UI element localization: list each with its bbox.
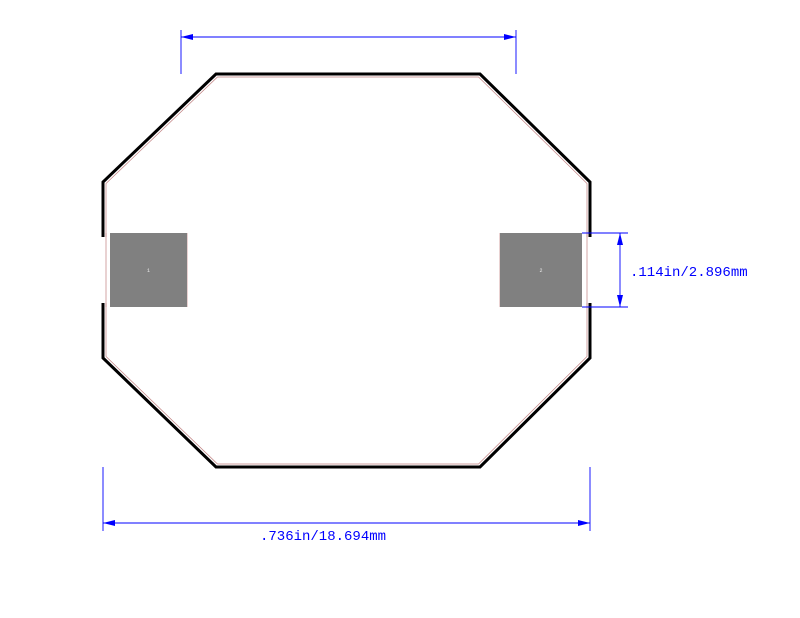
octagon-lower-outline bbox=[103, 303, 590, 467]
dim-arrow bbox=[617, 233, 623, 245]
octagon-lower-inner bbox=[106, 303, 587, 464]
dim-arrow bbox=[578, 520, 590, 526]
pad-left-label: 1 bbox=[147, 268, 150, 274]
dim-arrow bbox=[617, 295, 623, 307]
pad-right-label: 2 bbox=[539, 268, 542, 274]
octagon-upper-inner bbox=[106, 77, 587, 237]
dim-arrow bbox=[181, 34, 193, 40]
dim-arrow bbox=[103, 520, 115, 526]
technical-drawing: 1 2 .736in/18.694mm .114in/2.896mm bbox=[0, 0, 800, 618]
dim-bottom-label: .736in/18.694mm bbox=[260, 529, 386, 545]
dim-arrow bbox=[504, 34, 516, 40]
octagon-upper-outline bbox=[103, 74, 590, 237]
dim-padh-label: .114in/2.896mm bbox=[630, 265, 748, 281]
